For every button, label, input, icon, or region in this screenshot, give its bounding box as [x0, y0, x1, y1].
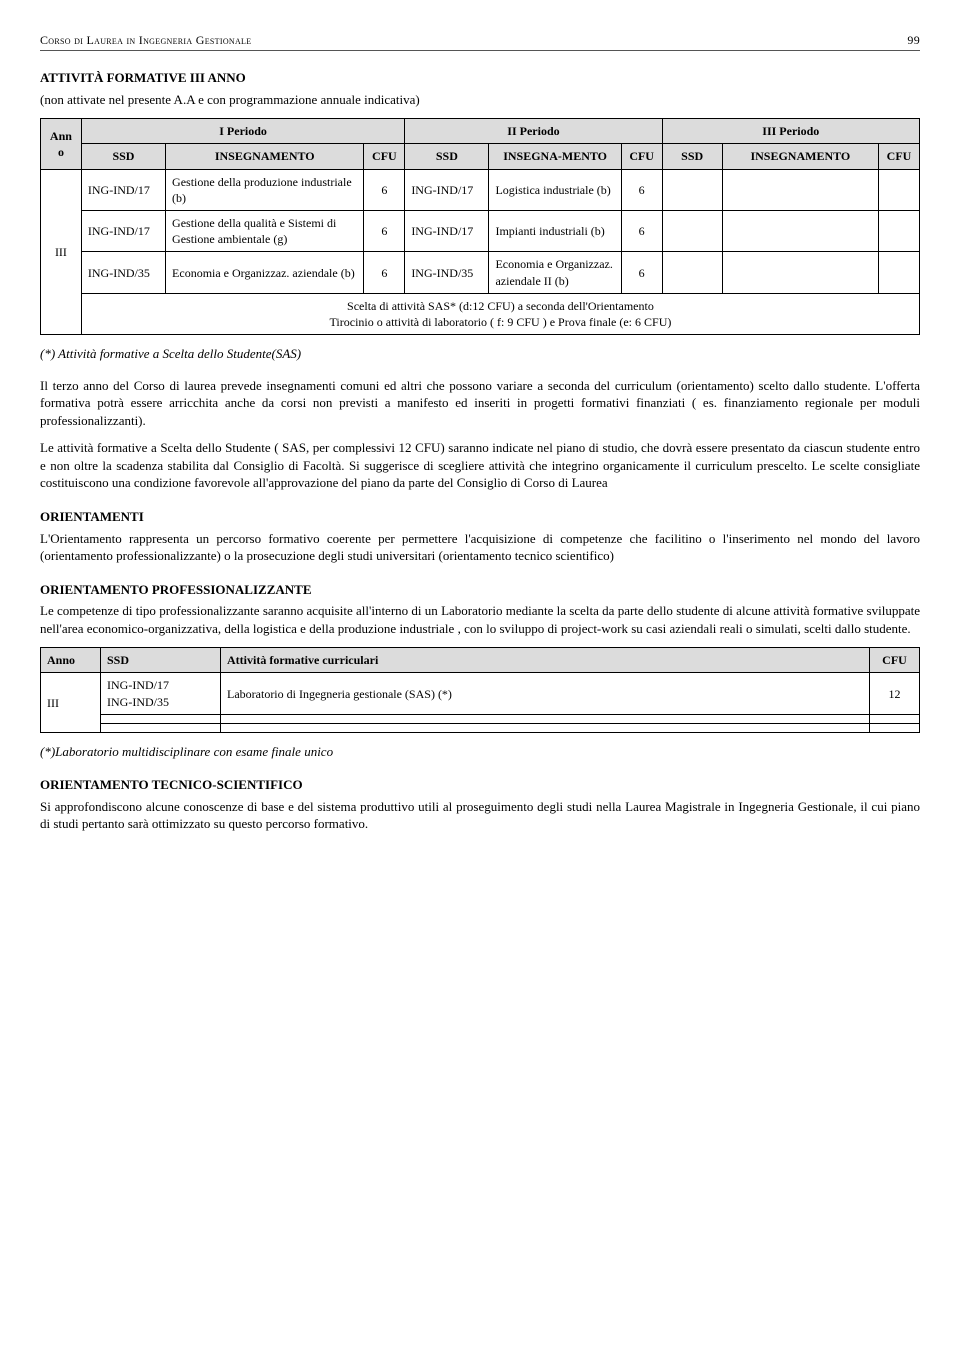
cell: Impianti industriali (b) — [489, 211, 621, 252]
cell — [879, 169, 920, 210]
table-row — [41, 723, 920, 732]
year-cell: III — [41, 169, 82, 335]
cell: 12 — [870, 673, 920, 714]
table-row: III ING-IND/17 ING-IND/35 Laboratorio di… — [41, 673, 920, 714]
header-periodo-1: I Periodo — [81, 119, 404, 144]
cell: ING-IND/17 ING-IND/35 — [101, 673, 221, 714]
header-anno: Anno — [41, 119, 82, 169]
heading-tecnico: ORIENTAMENTO TECNICO-SCIENTIFICO — [40, 776, 920, 794]
table-footer-cell: Scelta di attività SAS* (d:12 CFU) a sec… — [81, 293, 919, 334]
col-ssd-3: SSD — [662, 144, 722, 169]
heading-professionalizzante: ORIENTAMENTO PROFESSIONALIZZANTE — [40, 581, 920, 599]
paragraph: Le attività formative a Scelta dello Stu… — [40, 439, 920, 492]
cell: Laboratorio di Ingegneria gestionale (SA… — [221, 673, 870, 714]
cell: Logistica industriale (b) — [489, 169, 621, 210]
cell — [879, 252, 920, 293]
cell: 6 — [364, 211, 405, 252]
cell — [722, 169, 878, 210]
col-cfu-1: CFU — [364, 144, 405, 169]
cell: 6 — [621, 211, 662, 252]
cell — [662, 211, 722, 252]
header-periodo-2: II Periodo — [405, 119, 662, 144]
cell: 6 — [364, 169, 405, 210]
cell: Economia e Organizzaz. aziendale (b) — [166, 252, 364, 293]
cell — [722, 252, 878, 293]
paragraph: Si approfondiscono alcune conoscenze di … — [40, 798, 920, 833]
cell — [662, 169, 722, 210]
col-ssd-1: SSD — [81, 144, 165, 169]
cell — [870, 714, 920, 723]
cell: Economia e Organizzaz. aziendale II (b) — [489, 252, 621, 293]
table-footer-row: Scelta di attività SAS* (d:12 CFU) a sec… — [41, 293, 920, 334]
running-header: Corso di Laurea in Ingegneria Gestionale… — [40, 32, 920, 51]
cell: 6 — [621, 252, 662, 293]
header-periodo-3: III Periodo — [662, 119, 919, 144]
footer-line-2: Tirocinio o attività di laboratorio ( f:… — [88, 314, 913, 330]
cell: Gestione della qualità e Sistemi di Gest… — [166, 211, 364, 252]
cell — [722, 211, 878, 252]
cell — [221, 714, 870, 723]
curricular-table: Anno SSD Attività formative curriculari … — [40, 647, 920, 733]
col-cfu: CFU — [870, 648, 920, 673]
cell — [221, 723, 870, 732]
cell: 6 — [364, 252, 405, 293]
courses-table: Anno I Periodo II Periodo III Periodo SS… — [40, 118, 920, 335]
col-cfu-3: CFU — [879, 144, 920, 169]
cell: ING-IND/17 — [81, 169, 165, 210]
cell — [662, 252, 722, 293]
cell: ING-IND/35 — [405, 252, 489, 293]
paragraph: L'Orientamento rappresenta un percorso f… — [40, 530, 920, 565]
table-row: ING-IND/17 Gestione della qualità e Sist… — [41, 211, 920, 252]
col-attivita: Attività formative curriculari — [221, 648, 870, 673]
table-row: ING-IND/35 Economia e Organizzaz. aziend… — [41, 252, 920, 293]
cell: 6 — [621, 169, 662, 210]
col-ssd: SSD — [101, 648, 221, 673]
cell — [879, 211, 920, 252]
footnote-sas: (*) Attività formative a Scelta dello St… — [40, 345, 920, 363]
cell: ING-IND/17 — [405, 211, 489, 252]
paragraph: Il terzo anno del Corso di laurea preved… — [40, 377, 920, 430]
col-anno: Anno — [41, 648, 101, 673]
cell: ING-IND/17 — [405, 169, 489, 210]
cell: ING-IND/35 — [81, 252, 165, 293]
footer-line-1: Scelta di attività SAS* (d:12 CFU) a sec… — [88, 298, 913, 314]
cell: Gestione della produzione industriale (b… — [166, 169, 364, 210]
col-insegnamento-2: INSEGNA-MENTO — [489, 144, 621, 169]
section-title: ATTIVITÀ FORMATIVE III ANNO — [40, 69, 920, 87]
cell — [101, 723, 221, 732]
col-ssd-2: SSD — [405, 144, 489, 169]
col-insegnamento-3: INSEGNAMENTO — [722, 144, 878, 169]
col-insegnamento-1: INSEGNAMENTO — [166, 144, 364, 169]
paragraph: Le competenze di tipo professionalizzant… — [40, 602, 920, 637]
year-cell: III — [41, 673, 101, 732]
cell — [101, 714, 221, 723]
col-cfu-2: CFU — [621, 144, 662, 169]
section-subtitle: (non attivate nel presente A.A e con pro… — [40, 91, 920, 109]
cell: ING-IND/17 — [81, 211, 165, 252]
course-line: Corso di Laurea in Ingegneria Gestionale — [40, 32, 251, 48]
table-row — [41, 714, 920, 723]
table-row: III ING-IND/17 Gestione della produzione… — [41, 169, 920, 210]
cell — [870, 723, 920, 732]
page-number: 99 — [907, 32, 920, 48]
heading-orientamenti: ORIENTAMENTI — [40, 508, 920, 526]
footnote-lab: (*)Laboratorio multidisciplinare con esa… — [40, 743, 920, 761]
